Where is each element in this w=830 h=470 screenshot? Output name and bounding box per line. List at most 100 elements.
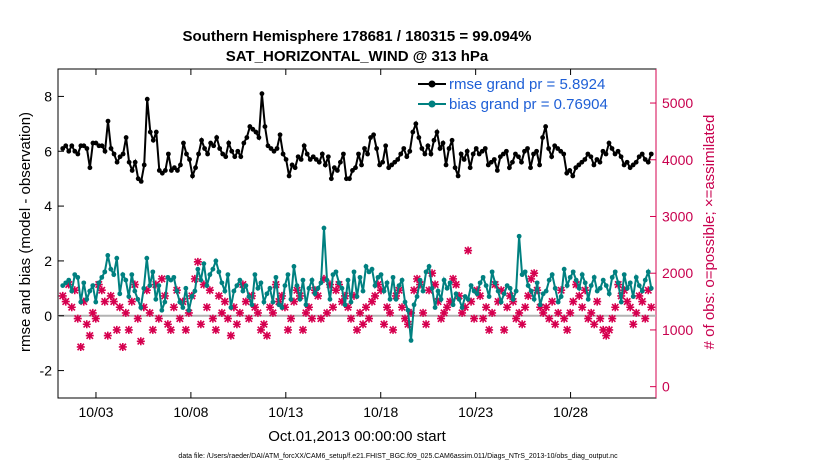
- rmse-point: [615, 148, 621, 154]
- bias-point: [102, 269, 108, 275]
- bias-point: [81, 280, 87, 286]
- obs-marker: [229, 303, 238, 312]
- bias-point: [225, 272, 231, 278]
- obs-marker: [166, 325, 175, 334]
- rmse-point: [123, 135, 129, 140]
- bias-point: [261, 299, 267, 305]
- legend-swatch-marker: [428, 80, 436, 88]
- obs-marker: [530, 269, 539, 278]
- rmse-point: [132, 159, 138, 165]
- bias-point: [267, 285, 273, 291]
- rmse-point: [150, 137, 156, 143]
- bias-point: [360, 288, 366, 294]
- rmse-point: [126, 159, 132, 165]
- obs-marker: [307, 314, 316, 323]
- rmse-point: [193, 165, 198, 171]
- obs-marker: [371, 291, 380, 300]
- legend: rmse grand pr = 5.8924 bias grand pr = 0.…: [418, 76, 608, 113]
- obs-marker: [410, 286, 419, 295]
- bias-point: [282, 283, 288, 288]
- obs-marker: [226, 331, 235, 340]
- bias-point: [420, 288, 426, 294]
- bias-point: [417, 277, 423, 283]
- obs-marker: [214, 291, 223, 300]
- obs-marker: [325, 280, 334, 289]
- obs-marker: [136, 337, 145, 346]
- obs-marker: [560, 314, 569, 323]
- obs-marker: [283, 325, 292, 334]
- obs-marker: [196, 320, 205, 329]
- bias-point: [75, 274, 81, 280]
- bias-point: [150, 269, 156, 275]
- rmse-point: [371, 132, 376, 138]
- rmse-point: [401, 146, 407, 151]
- bias-point: [108, 266, 114, 272]
- bias-point: [459, 305, 465, 310]
- rmse-point: [196, 151, 201, 157]
- bias-point: [231, 288, 237, 294]
- bias-point: [639, 288, 645, 294]
- bias-point: [456, 296, 462, 302]
- obs-marker: [154, 314, 163, 323]
- bias-point: [153, 296, 159, 302]
- bias-point: [405, 307, 411, 313]
- bias-point: [300, 277, 306, 283]
- bias-point: [162, 299, 168, 305]
- rmse-point: [434, 129, 440, 135]
- obs-marker: [458, 308, 467, 317]
- bias-point: [468, 283, 474, 288]
- obs-marker: [103, 331, 112, 340]
- bias-point: [216, 269, 222, 275]
- rmse-point: [534, 148, 539, 154]
- y-tick-label-right: 0: [662, 379, 670, 395]
- rmse-point: [202, 146, 207, 151]
- bias-point: [492, 280, 498, 286]
- bias-point: [285, 272, 291, 278]
- obs-marker: [368, 297, 377, 306]
- rmse-point: [235, 148, 241, 154]
- bias-point: [570, 269, 576, 275]
- y-axis-label-left: rmse and bias (model - observation): [17, 112, 34, 352]
- obs-marker: [425, 286, 434, 295]
- chart-subtitle: SAT_HORIZONTAL_WIND @ 313 hPa: [226, 48, 489, 65]
- obs-marker: [169, 303, 178, 312]
- obs-marker: [217, 308, 226, 317]
- bias-point: [426, 264, 432, 269]
- obs-marker: [461, 303, 470, 312]
- rmse-point: [561, 151, 567, 157]
- rmse-point: [102, 148, 108, 154]
- obs-marker: [413, 274, 422, 283]
- bias-point: [129, 272, 135, 278]
- obs-marker: [611, 303, 620, 312]
- obs-marker: [590, 320, 599, 329]
- rmse-point: [223, 154, 229, 160]
- obs-marker: [596, 314, 605, 323]
- obs-marker: [148, 325, 157, 334]
- obs-marker: [446, 297, 455, 306]
- bias-point: [588, 283, 594, 288]
- bias-point: [627, 280, 633, 286]
- rmse-point: [470, 151, 476, 157]
- bias-point: [609, 274, 615, 280]
- obs-marker: [88, 308, 97, 317]
- bias-point: [507, 285, 513, 291]
- obs-marker: [343, 303, 352, 312]
- rmse-point: [549, 154, 555, 160]
- bias-point: [510, 296, 516, 302]
- rmse-point: [519, 159, 524, 165]
- obs-marker: [220, 297, 229, 306]
- bias-point: [258, 280, 264, 286]
- rmse-point: [190, 173, 195, 179]
- rmse-point: [69, 143, 75, 149]
- y-tick-label-right: 5000: [662, 95, 693, 111]
- obs-marker: [244, 314, 253, 323]
- bias-point: [147, 283, 153, 288]
- bias-point: [312, 291, 318, 297]
- rmse-point: [226, 140, 232, 146]
- rmse-point: [129, 168, 135, 173]
- bias-point: [528, 288, 534, 294]
- obs-marker: [133, 314, 142, 323]
- rmse-point: [467, 165, 473, 171]
- obs-marker: [455, 291, 464, 300]
